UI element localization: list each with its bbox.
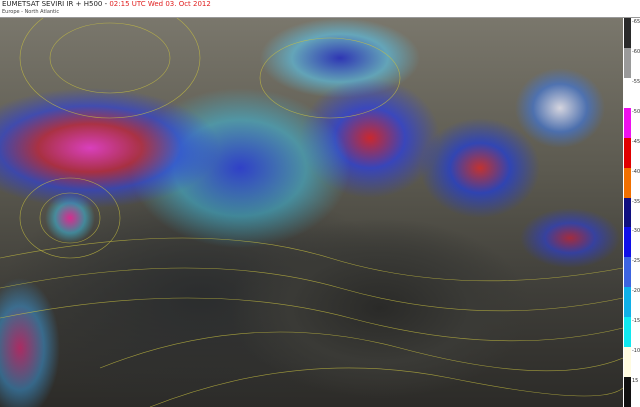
colorbar-segment [624, 18, 631, 49]
colorbar-segment [624, 77, 631, 109]
colorbar-label: 15 [632, 378, 639, 385]
contour [19, 177, 121, 259]
contour [99, 331, 623, 372]
colorbar-segment [624, 107, 631, 139]
colorbar-segment [624, 287, 631, 318]
h500-contours [0, 18, 623, 407]
colorbar-segment [624, 347, 631, 378]
colorbar-label: -50 [632, 108, 640, 115]
contour [19, 18, 201, 119]
contour [149, 367, 623, 407]
colorbar-segment [624, 47, 631, 79]
colorbar-segment [624, 377, 631, 407]
colorbar-label: -65 [632, 19, 640, 25]
colorbar-segment [624, 257, 631, 288]
colorbar-label: -45 [632, 138, 640, 145]
colorbar-label: -55 [632, 78, 640, 85]
temperature-colorbar [624, 18, 631, 407]
product-name: EUMETSAT SEVIRI IR + H500 [2, 0, 103, 8]
colorbar-segment [624, 137, 631, 169]
contour [49, 22, 171, 94]
satellite-map [0, 18, 623, 407]
colorbar-segment [624, 317, 631, 348]
contour [0, 267, 623, 312]
timestamp: 02:15 UTC Wed 03. Oct 2012 [109, 0, 211, 8]
contour [39, 192, 101, 244]
contour [259, 37, 401, 119]
colorbar-segment [624, 197, 631, 228]
colorbar-label: -20 [632, 288, 640, 295]
colorbar-label: -15 [632, 318, 640, 325]
colorbar-segment [624, 227, 631, 258]
contour [0, 297, 623, 342]
colorbar-label: -25 [632, 258, 640, 265]
contour [0, 237, 623, 282]
header: EUMETSAT SEVIRI IR + H500 - 02:15 UTC We… [0, 0, 640, 18]
colorbar-label: -60 [632, 48, 640, 55]
colorbar-segment [624, 167, 631, 199]
colorbar-label: -30 [632, 228, 640, 235]
colorbar-label: -35 [632, 198, 640, 205]
map-title: EUMETSAT SEVIRI IR + H500 - 02:15 UTC We… [2, 0, 211, 8]
colorbar-label: -10 [632, 348, 640, 355]
region-subtitle: Europe - North Atlantic [2, 9, 60, 15]
colorbar-label: -40 [632, 168, 640, 175]
